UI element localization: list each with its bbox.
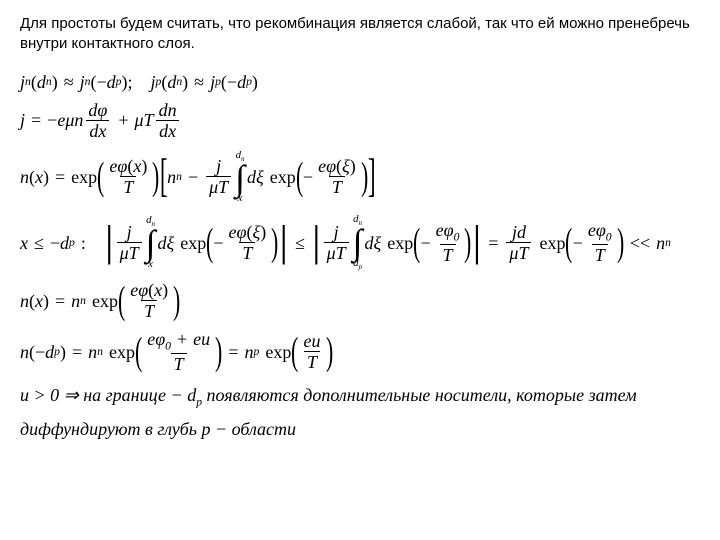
equation-3: n(x) = exp ( eφ(x) T ) [ nn − j μT dn ∫ … — [20, 150, 700, 205]
equation-1: jn (dn) ≈ jn (−dp); jp (dn) ≈ jp (−dp) — [20, 73, 700, 91]
conclusion-line-1: u > 0 ⇒ на границе − dp появляются допол… — [20, 383, 700, 411]
intro-text: Для простоты будем считать, что рекомбин… — [20, 14, 700, 55]
equation-2: j= −eμn dφ dx + μT dn dx — [20, 101, 700, 140]
equation-6: n(−dp) = nn exp ( eφ0+eu T ) = np exp ( … — [20, 330, 700, 373]
equation-4: x≤ −dp : | j μT dn ∫ x dξ exp (− eφ(ξ) T… — [20, 214, 700, 271]
conclusion-line-2: диффундируют в глубь p − области — [20, 417, 700, 442]
equation-5: n(x) = nn exp ( eφ(x) T ) — [20, 281, 700, 320]
